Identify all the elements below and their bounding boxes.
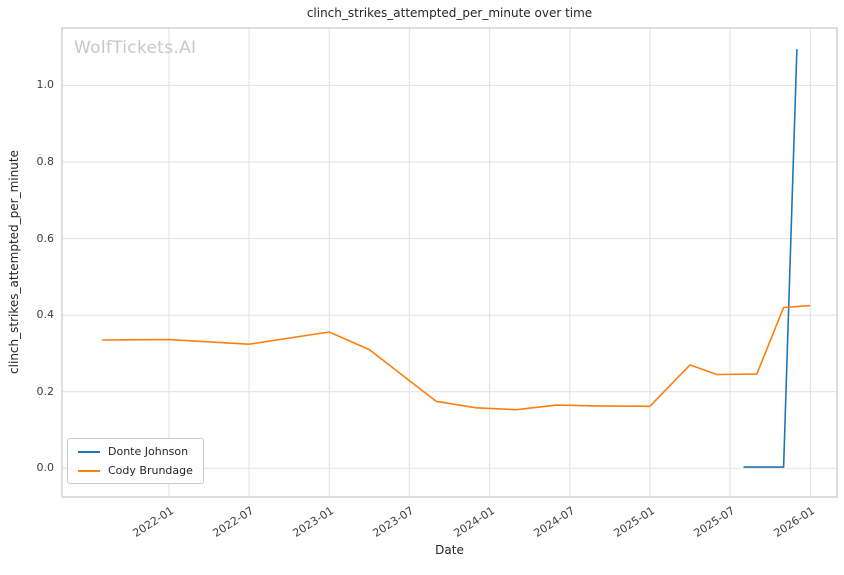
x-axis-label: Date xyxy=(435,543,464,557)
legend-item: Cody Brundage xyxy=(78,464,193,477)
y-tick-label: 1.0 xyxy=(36,78,55,92)
y-tick-label: 0.0 xyxy=(36,461,55,475)
series-line xyxy=(102,304,811,411)
y-tick-label: 0.4 xyxy=(36,308,55,322)
series-line xyxy=(743,49,798,468)
y-axis-label: clinch_strikes_attempted_per_minute xyxy=(7,150,21,374)
y-tick-label: 0.8 xyxy=(36,155,55,168)
chart-title: clinch_strikes_attempted_per_minute over… xyxy=(306,6,593,20)
legend-label: Donte Johnson xyxy=(108,445,189,458)
y-tick-label: 0.2 xyxy=(36,384,55,398)
legend-label: Cody Brundage xyxy=(108,464,193,477)
watermark: WolfTickets.AI xyxy=(74,38,197,58)
legend-item: Donte Johnson xyxy=(78,445,193,458)
y-tick-label: 0.6 xyxy=(36,231,55,245)
legend: Donte Johnson Cody Brundage xyxy=(67,438,204,484)
legend-line-swatch xyxy=(78,469,100,472)
legend-line-swatch xyxy=(78,450,100,453)
